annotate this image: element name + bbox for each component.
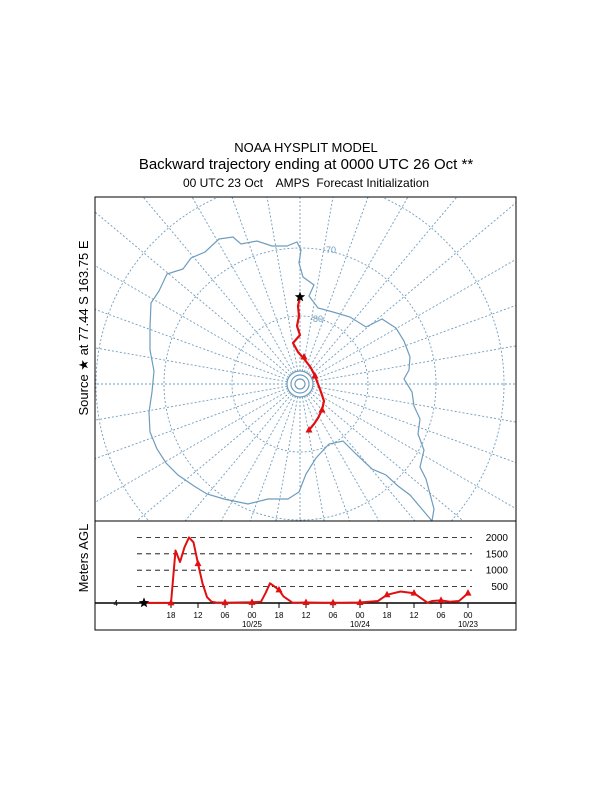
height-level-label: 2000 <box>486 533 509 544</box>
time-tick-label: 12 <box>194 611 203 620</box>
height-source-star-icon <box>138 597 150 608</box>
height-marker <box>167 598 175 606</box>
latitude-label-80: -80 <box>310 314 323 324</box>
height-reference-lines: 500 1000 1500 2000 <box>137 533 508 593</box>
longitude-line <box>301 197 334 372</box>
map-panel: -70 -80 <box>94 196 517 522</box>
time-tick-label: 06 <box>329 611 338 620</box>
latitude-label-70: -70 <box>323 245 336 255</box>
height-marker <box>194 559 202 567</box>
longitude-line <box>220 395 294 521</box>
longitude-line <box>301 396 325 521</box>
longitude-line <box>95 385 288 421</box>
longitude-line <box>312 387 516 464</box>
longitude-line <box>312 345 516 383</box>
longitude-line <box>306 197 409 373</box>
longitude-line <box>306 395 380 521</box>
height-frame <box>94 520 517 631</box>
longitude-line <box>142 197 292 375</box>
longitude-lines <box>95 197 516 521</box>
height-level-label: 500 <box>491 582 508 593</box>
longitude-line <box>308 393 416 521</box>
height-marker <box>221 598 229 606</box>
latitude-circle <box>290 374 310 394</box>
longitude-line <box>95 387 288 460</box>
height-marker <box>383 590 391 598</box>
height-marker <box>248 598 256 605</box>
time-tick-label: 18 <box>167 611 176 620</box>
height-markers <box>167 559 472 606</box>
longitude-line <box>309 392 464 521</box>
time-tick-label: 06 <box>221 611 230 620</box>
time-tick-label: 06 <box>437 611 446 620</box>
longitude-line <box>136 392 291 521</box>
height-marker <box>410 589 418 596</box>
height-level-label: 1500 <box>486 549 509 560</box>
longitude-line <box>231 197 297 372</box>
date-label: 10/25 <box>242 620 263 629</box>
trajectory-marker <box>300 353 308 360</box>
source-star-icon <box>294 291 306 302</box>
time-tick-label: 12 <box>410 611 419 620</box>
longitude-line <box>312 385 516 423</box>
time-tick-label: 00 <box>356 611 365 620</box>
latitude-circle <box>163 247 437 521</box>
date-label: 10/24 <box>350 620 371 629</box>
longitude-line <box>311 390 516 510</box>
antarctica-coastline <box>148 236 435 521</box>
height-marker <box>329 598 337 606</box>
longitude-line <box>95 347 288 383</box>
height-marker <box>464 589 472 596</box>
longitude-line <box>95 265 289 378</box>
trajectory-markers <box>300 353 326 433</box>
longitude-line <box>275 396 299 521</box>
height-marker <box>437 596 445 603</box>
latitude-circle <box>231 315 369 453</box>
height-marker <box>302 598 310 606</box>
y-axis-label: Meters AGL <box>76 524 91 593</box>
longitude-line <box>184 393 292 521</box>
latitude-circle <box>294 378 306 390</box>
longitude-line <box>95 211 291 376</box>
longitude-line <box>303 396 351 521</box>
height-marker <box>356 598 364 606</box>
longitude-line <box>303 197 369 372</box>
height-panel: 500 1000 1500 2000 18 12 06 00 18 12 06 00 18 12 06 00… <box>94 520 517 631</box>
start-height-label: 4 <box>114 599 119 608</box>
source-location-label: Source ★ at 77.44 S 163.75 E <box>76 240 91 415</box>
height-level-label: 1000 <box>486 566 509 577</box>
longitude-line <box>95 390 289 503</box>
longitude-line <box>308 197 458 375</box>
initialization-subtitle: 00 UTC 23 Oct AMPS Forecast Initializati… <box>182 176 430 190</box>
latitude-circle <box>95 197 505 521</box>
date-label: 10/23 <box>458 620 479 629</box>
model-title: NOAA HYSPLIT MODEL <box>234 140 378 155</box>
longitude-line <box>249 396 297 521</box>
height-marker <box>275 585 283 593</box>
longitude-line <box>95 308 288 381</box>
trajectory-marker <box>318 406 326 413</box>
longitude-line <box>191 197 294 373</box>
trajectory-marker <box>311 372 319 379</box>
trajectory-title: Backward trajectory ending at 0000 UTC 2… <box>138 156 474 173</box>
time-tick-label: 12 <box>302 611 311 620</box>
longitude-line <box>309 202 516 376</box>
time-tick-label: 18 <box>383 611 392 620</box>
time-tick-label: 00 <box>464 611 473 620</box>
longitude-line <box>311 258 516 378</box>
time-tick-label: 00 <box>248 611 257 620</box>
trajectory-marker <box>305 426 313 433</box>
map-content: -70 -80 <box>95 197 516 521</box>
time-tick-label: 18 <box>275 611 284 620</box>
longitude-line <box>312 304 516 381</box>
longitude-line <box>266 197 299 372</box>
trajectory-path <box>291 296 326 431</box>
